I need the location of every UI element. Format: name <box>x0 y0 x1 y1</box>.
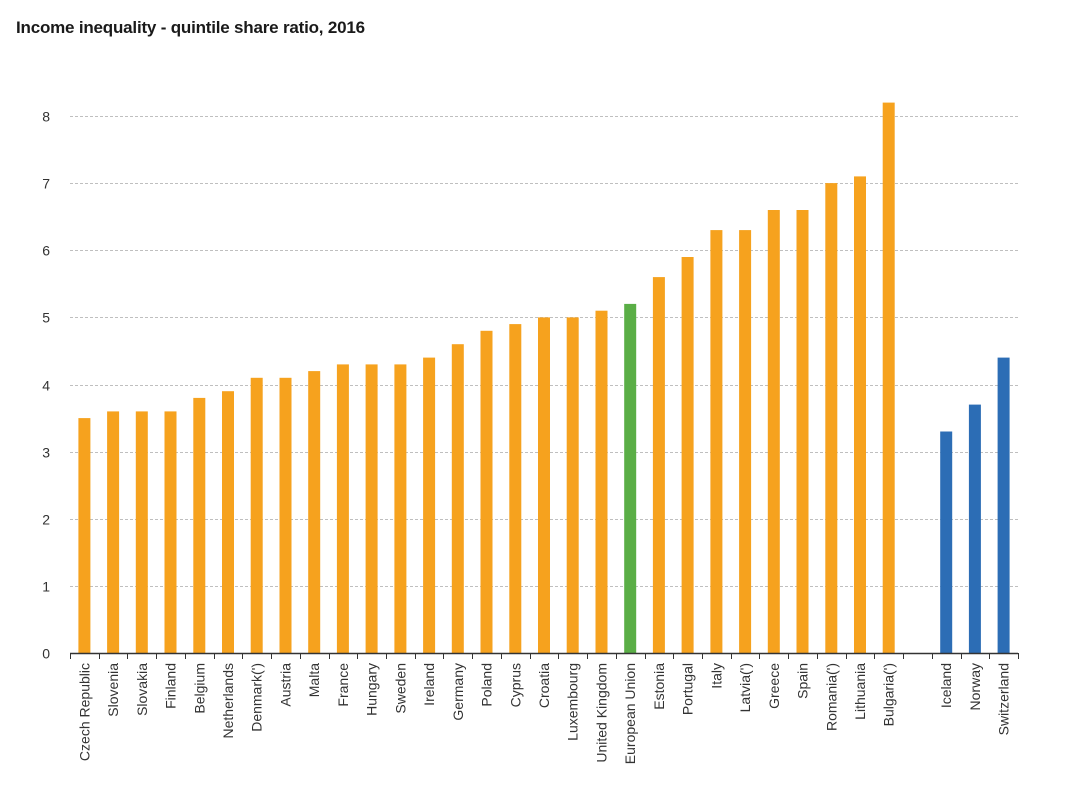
bar-croatia[interactable] <box>538 317 550 653</box>
bar-united-kingdom[interactable] <box>595 310 608 653</box>
bar-bulgaria[interactable] <box>882 102 895 654</box>
x-tick-label: Hungary <box>364 663 380 716</box>
y-tick-label: 1 <box>42 579 50 595</box>
y-tick-label: 8 <box>42 109 50 125</box>
x-tick-label: Ireland <box>421 663 437 706</box>
x-tick-label: Italy <box>708 663 724 689</box>
x-tick-label: Slovakia <box>134 663 150 716</box>
x-tick-label: Belgium <box>191 663 207 714</box>
bar-slovenia[interactable] <box>107 411 120 653</box>
bar-sweden[interactable] <box>394 364 407 653</box>
bar-netherlands[interactable] <box>222 391 234 653</box>
y-tick-label: 4 <box>42 378 50 394</box>
chart-title: Income inequality - quintile share ratio… <box>16 18 365 37</box>
y-tick-label: 0 <box>42 646 50 662</box>
bar-latvia[interactable] <box>739 230 752 653</box>
x-tick-label: Poland <box>479 663 495 707</box>
x-tick-label: Norway <box>967 663 983 710</box>
x-tick-label: Spain <box>795 663 811 699</box>
bar-denmark[interactable] <box>250 377 263 653</box>
x-tick-label: Romania(') <box>823 663 839 731</box>
bar-luxembourg[interactable] <box>566 317 579 653</box>
y-tick-label: 6 <box>42 243 50 259</box>
bar-switzerland[interactable] <box>997 357 1010 653</box>
bar-estonia[interactable] <box>652 277 665 653</box>
x-tick-label: Croatia <box>536 663 552 708</box>
bar-hungary[interactable] <box>365 364 378 653</box>
x-tick-label: France <box>335 663 351 707</box>
x-tick-label: Portugal <box>680 663 696 715</box>
bar-spain[interactable] <box>796 210 809 653</box>
y-tick-label: 3 <box>42 445 50 461</box>
bar-ireland[interactable] <box>423 357 436 653</box>
x-tick-label: Switzerland <box>996 663 1012 735</box>
x-axis: Czech Republic Slovenia Slovakia Finland Bel… <box>70 652 1019 764</box>
y-tick-label: 2 <box>42 512 50 528</box>
x-tick-label: Latvia(') <box>737 663 753 712</box>
bar-european-union[interactable] <box>624 303 637 653</box>
x-tick-label: Denmark(') <box>249 663 265 732</box>
y-tick-label: 7 <box>42 176 50 192</box>
x-tick-label: Luxembourg <box>565 663 581 741</box>
bar-romania[interactable] <box>825 183 838 653</box>
bar-poland[interactable] <box>480 330 493 653</box>
x-tick-label: Czech Republic <box>76 663 92 761</box>
bar-belgium[interactable] <box>193 397 206 653</box>
x-tick-label: Sweden <box>392 663 408 714</box>
bar-greece[interactable] <box>767 210 780 653</box>
x-tick-label: Lithuania <box>852 663 868 720</box>
x-tick-label: United Kingdom <box>594 663 610 763</box>
bar-slovakia[interactable] <box>135 411 148 653</box>
x-tick-label: Bulgaria(') <box>881 663 897 726</box>
x-tick-label: Germany <box>450 663 466 721</box>
bar-germany[interactable] <box>451 344 464 653</box>
bar-austria[interactable] <box>279 377 292 653</box>
x-tick-label: Slovenia <box>105 663 121 717</box>
x-tick-label: Estonia <box>651 663 667 710</box>
x-tick-label: Greece <box>766 663 782 709</box>
bar-malta[interactable] <box>308 371 321 653</box>
y-tick-label: 5 <box>42 310 50 326</box>
x-tick-label: Austria <box>278 663 294 707</box>
bar-czech-republic[interactable] <box>78 418 91 653</box>
bar-finland[interactable] <box>164 411 177 653</box>
x-tick-label: European Union <box>622 663 638 764</box>
bars <box>78 102 1010 654</box>
x-tick-label: Malta <box>306 663 322 697</box>
x-tick-label: Cyprus <box>507 663 523 707</box>
x-tick-label: Iceland <box>938 663 954 708</box>
x-tick-label: Finland <box>163 663 179 709</box>
bar-italy[interactable] <box>710 230 723 653</box>
x-tick-label: Netherlands <box>220 663 236 739</box>
bar-france[interactable] <box>336 364 349 653</box>
bar-iceland[interactable] <box>940 431 953 654</box>
bar-lithuania[interactable] <box>854 176 866 653</box>
bar-portugal[interactable] <box>681 257 694 653</box>
bar-cyprus[interactable] <box>509 324 522 653</box>
y-axis: 0 1 2 3 4 5 6 7 8 <box>42 109 50 662</box>
bar-norway[interactable] <box>968 404 981 653</box>
